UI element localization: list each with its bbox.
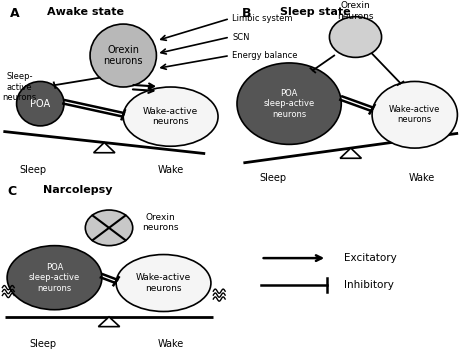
Ellipse shape	[329, 17, 382, 57]
Text: Wake: Wake	[157, 339, 184, 349]
Text: Limbic system: Limbic system	[232, 14, 293, 23]
Text: Awake state: Awake state	[47, 7, 124, 17]
Text: C: C	[7, 185, 16, 198]
Ellipse shape	[116, 255, 211, 312]
Text: Wake-active
neurons: Wake-active neurons	[143, 107, 198, 126]
Ellipse shape	[17, 82, 64, 126]
Polygon shape	[94, 142, 115, 153]
Text: Sleep-
active
neurons: Sleep- active neurons	[2, 72, 36, 102]
Text: Orexin
neurons: Orexin neurons	[103, 45, 143, 66]
Text: A: A	[9, 7, 19, 20]
Text: Sleep: Sleep	[259, 173, 286, 183]
Text: SCN: SCN	[232, 32, 250, 42]
Text: POA
sleep-active
neurons: POA sleep-active neurons	[264, 89, 315, 119]
Text: Energy balance: Energy balance	[232, 51, 298, 60]
Ellipse shape	[90, 24, 156, 87]
Text: Sleep state: Sleep state	[280, 7, 350, 17]
Text: Inhibitory: Inhibitory	[344, 280, 393, 290]
Text: Excitatory: Excitatory	[344, 253, 396, 263]
Text: Narcolepsy: Narcolepsy	[43, 185, 112, 195]
Text: Wake-active
neurons: Wake-active neurons	[389, 105, 440, 125]
Ellipse shape	[123, 87, 218, 146]
Ellipse shape	[372, 82, 457, 148]
Ellipse shape	[85, 210, 133, 246]
Ellipse shape	[237, 63, 341, 145]
Text: Wake: Wake	[157, 165, 184, 175]
Text: Sleep: Sleep	[19, 165, 47, 175]
Text: Sleep: Sleep	[29, 339, 56, 349]
Polygon shape	[340, 148, 361, 158]
Text: Orexin
neurons: Orexin neurons	[337, 1, 374, 21]
Text: Wake-active
neurons: Wake-active neurons	[136, 273, 191, 293]
Polygon shape	[99, 317, 119, 327]
Text: POA: POA	[30, 99, 50, 109]
Ellipse shape	[7, 246, 102, 310]
Text: POA
sleep-active
neurons: POA sleep-active neurons	[29, 263, 80, 293]
Text: Orexin
neurons: Orexin neurons	[142, 213, 179, 232]
Text: B: B	[242, 7, 251, 20]
Text: Wake: Wake	[409, 173, 435, 183]
